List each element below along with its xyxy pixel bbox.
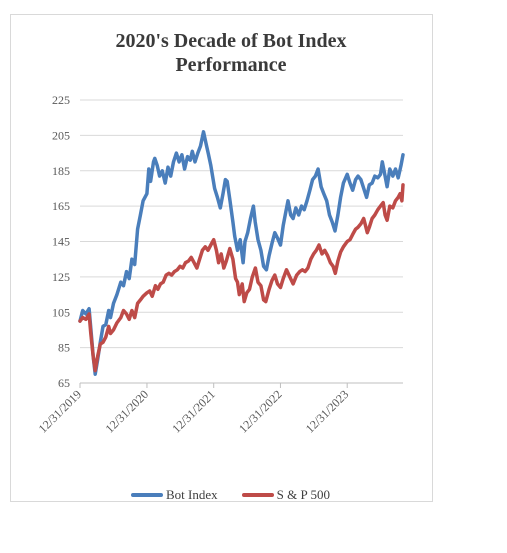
- series-lines: [78, 130, 405, 376]
- legend: Bot Index S & P 500: [131, 487, 354, 503]
- chart-title: 2020's Decade of Bot Index Performance: [11, 29, 451, 77]
- series-line-bot-index: [78, 130, 405, 376]
- legend-item-sp500: S & P 500: [241, 487, 330, 503]
- x-tick-label: 12/31/2020: [103, 387, 152, 436]
- y-tick-label: 145: [52, 235, 70, 249]
- legend-swatch-bot-index: [131, 493, 163, 497]
- y-tick-label: 225: [52, 93, 70, 107]
- gridlines: [80, 99, 403, 349]
- legend-label-bot-index: Bot Index: [166, 487, 218, 502]
- y-tick-label: 65: [58, 376, 70, 390]
- chart-title-line-2: Performance: [175, 54, 287, 76]
- y-tick-label: 205: [52, 128, 70, 142]
- chart-title-line-1: 2020's Decade of Bot Index: [115, 30, 347, 52]
- axes: 65 85 105 125 145 165 185 205 225 12/31/2019 12/31…: [36, 93, 403, 436]
- legend-swatch-sp500: [241, 493, 274, 497]
- series-line-s-p-500: [78, 183, 405, 373]
- y-tick-label: 105: [52, 305, 70, 319]
- x-tick-label: 12/31/2023: [303, 387, 352, 436]
- x-tick-label: 12/31/2019: [36, 387, 85, 436]
- x-tick-label: 12/31/2022: [236, 387, 285, 436]
- y-tick-label: 165: [52, 199, 70, 213]
- plot-canvas: 65 85 105 125 145 165 185 205 225 12/31/2019 12/31…: [36, 93, 405, 436]
- legend-item-bot-index: Bot Index: [131, 487, 218, 503]
- y-tick-label: 185: [52, 164, 70, 178]
- legend-label-sp500: S & P 500: [276, 487, 330, 502]
- x-tick-label: 12/31/2021: [169, 387, 218, 436]
- y-tick-label: 125: [52, 270, 70, 284]
- y-tick-label: 85: [58, 341, 70, 355]
- chart-area: 2020's Decade of Bot Index Performance 6…: [10, 14, 433, 502]
